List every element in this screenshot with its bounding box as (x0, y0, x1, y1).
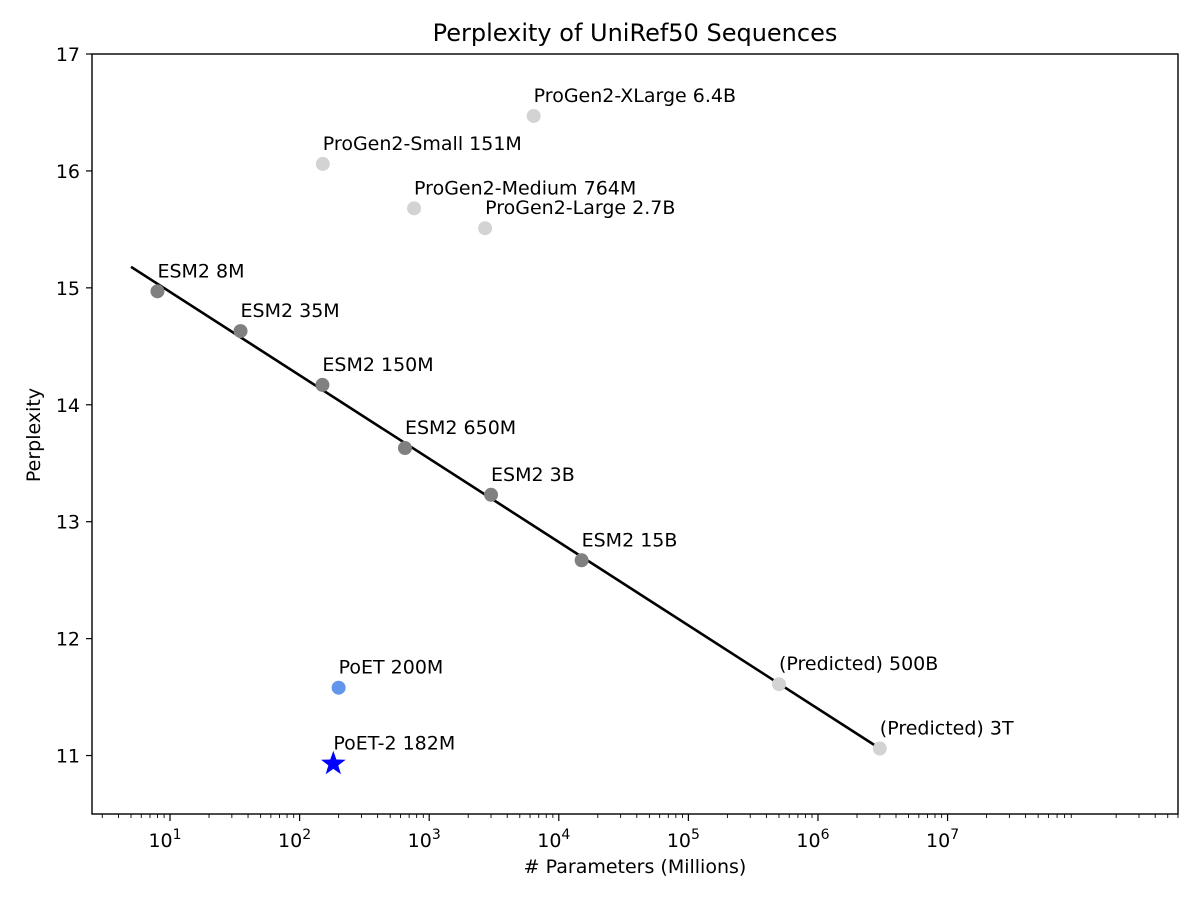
point-esm2-650m-label: ESM2 650M (405, 417, 516, 439)
point-esm2-3b-label: ESM2 3B (491, 464, 575, 486)
chart-title: Perplexity of UniRef50 Sequences (433, 19, 838, 47)
x-tick-label: 107 (926, 827, 959, 852)
x-tick-label: 102 (278, 827, 311, 852)
point-progen2-medium-764m-label: ProGen2-Medium 764M (414, 177, 636, 199)
y-tick-label: 13 (56, 512, 80, 534)
x-tick-label: 101 (148, 827, 181, 852)
point-poet-2-182m-star (320, 750, 346, 775)
point-esm2-8m-marker (150, 284, 165, 299)
plot-frame (91, 53, 1179, 815)
point-poet-200m-label: PoET 200M (339, 657, 444, 679)
x-tick-label: 105 (667, 827, 700, 852)
point-poet-200m-marker (331, 680, 346, 695)
fit-line-layer (130, 265, 881, 750)
y-tick-label: 15 (56, 278, 80, 300)
y-tick-label: 14 (56, 395, 80, 417)
point-progen2-large-2-7b-label: ProGen2-Large 2.7B (485, 197, 675, 219)
y-tick-label: 17 (56, 44, 80, 66)
point-esm2-650m-marker (397, 441, 412, 456)
ticks-layer: 11 12 13 14 15 16 17 101 102 103 104 105 106 107 (56, 44, 1179, 852)
y-axis-label: Perplexity (23, 388, 45, 482)
point-progen2-xlarge-6-4b-label: ProGen2-XLarge 6.4B (534, 85, 736, 107)
point-esm2-8m-label: ESM2 8M (157, 260, 244, 282)
points-layer (150, 108, 887, 775)
point-esm2-35m-marker (233, 324, 248, 339)
point-predicted-500b-label: (Predicted) 500B (779, 653, 938, 675)
point-progen2-small-151m-label: ProGen2-Small 151M (323, 133, 522, 155)
point-esm2-3b-marker (484, 487, 499, 502)
point-labels-layer: ESM2 8M ESM2 35M ESM2 150M ESM2 650M ESM2 3B… (157, 85, 1013, 755)
point-progen2-medium-764m-marker (407, 201, 422, 216)
x-axis-label: # Parameters (Millions) (524, 856, 747, 878)
point-progen2-xlarge-6-4b-marker (526, 108, 541, 123)
x-tick-label: 106 (796, 827, 829, 852)
x-tick-label: 104 (537, 827, 570, 852)
point-progen2-small-151m-marker (315, 156, 330, 171)
y-tick-label: 12 (56, 629, 80, 651)
y-tick-label: 16 (56, 161, 80, 183)
fit-line (130, 265, 881, 750)
point-progen2-large-2-7b-marker (478, 221, 493, 236)
x-tick-label: 103 (408, 827, 441, 852)
point-esm2-150m-marker (315, 377, 330, 392)
point-predicted-3t-marker (872, 741, 887, 756)
point-esm2-35m-label: ESM2 35M (241, 300, 340, 322)
point-esm2-15b-label: ESM2 15B (582, 529, 678, 551)
point-esm2-150m-label: ESM2 150M (322, 354, 433, 376)
point-esm2-15b-marker (574, 553, 589, 568)
point-predicted-3t-label: (Predicted) 3T (880, 718, 1014, 740)
point-predicted-500b-marker (771, 677, 786, 692)
point-poet-2-182m-label: PoET-2 182M (333, 733, 455, 755)
y-tick-label: 11 (56, 746, 80, 768)
